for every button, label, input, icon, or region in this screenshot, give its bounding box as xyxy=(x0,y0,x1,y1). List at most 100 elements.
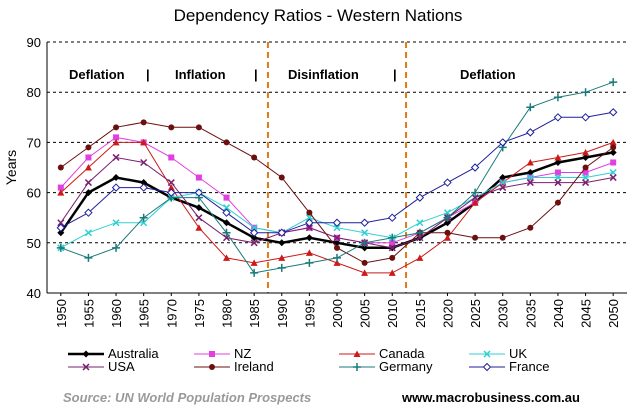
data-point xyxy=(139,183,148,192)
data-point xyxy=(526,179,534,187)
data-point xyxy=(112,174,120,182)
data-point xyxy=(332,218,342,227)
data-point xyxy=(582,153,590,161)
data-point xyxy=(84,189,92,197)
data-point xyxy=(85,154,92,161)
era-label: Deflation xyxy=(460,67,516,82)
data-point xyxy=(250,234,258,242)
x-tick-label: 2050 xyxy=(606,299,621,328)
data-point xyxy=(140,219,148,227)
x-tick-label: 2015 xyxy=(413,299,428,328)
legend-label: Germany xyxy=(379,359,433,374)
data-point xyxy=(582,179,590,187)
legend-label: France xyxy=(509,359,549,374)
data-point xyxy=(361,244,369,252)
x-tick-label: 1990 xyxy=(275,299,290,328)
data-point xyxy=(443,178,452,187)
data-point xyxy=(389,254,396,261)
data-point xyxy=(195,124,202,131)
legend: Australia NZ Canada UK USA Ireland Germany Fran… xyxy=(68,346,549,374)
data-point xyxy=(581,113,590,122)
data-point xyxy=(278,174,285,181)
data-point xyxy=(167,188,176,197)
era-separator: | xyxy=(254,67,258,82)
data-point xyxy=(499,234,506,241)
data-point xyxy=(609,174,617,182)
data-point xyxy=(250,268,259,277)
legend-item-canada: Canada xyxy=(339,346,425,361)
data-point xyxy=(471,199,479,206)
legend-label: USA xyxy=(108,359,135,374)
legend-label: Canada xyxy=(379,346,425,361)
data-point xyxy=(526,103,535,112)
data-point xyxy=(333,224,341,232)
data-point xyxy=(84,179,92,187)
data-point xyxy=(305,258,314,267)
data-point xyxy=(305,224,313,232)
data-point xyxy=(334,244,340,251)
data-point xyxy=(194,188,204,197)
data-point xyxy=(56,243,65,252)
data-point xyxy=(84,253,93,262)
data-point xyxy=(250,259,258,266)
x-tick-label: 2020 xyxy=(440,299,455,328)
data-point xyxy=(554,169,561,176)
data-point xyxy=(223,219,231,227)
data-point xyxy=(113,134,120,141)
series-ireland xyxy=(57,119,617,266)
legend-item-australia: Australia xyxy=(68,346,159,361)
data-point xyxy=(140,119,147,126)
data-point xyxy=(305,218,314,227)
data-point xyxy=(223,194,230,201)
x-tick-label: 1965 xyxy=(137,299,152,328)
data-point xyxy=(472,234,479,241)
data-point xyxy=(167,184,175,191)
x-tick-label: 1975 xyxy=(192,299,207,328)
data-point xyxy=(526,169,534,177)
legend-marker xyxy=(353,363,361,371)
source-note: Source: UN World Population Prospects xyxy=(63,390,311,405)
legend-marker xyxy=(82,363,90,371)
legend-label: Ireland xyxy=(234,359,274,374)
data-point xyxy=(278,254,286,261)
data-point xyxy=(361,259,368,266)
legend-label: NZ xyxy=(234,346,251,361)
x-tick-label: 1980 xyxy=(220,299,235,328)
data-point xyxy=(333,259,341,266)
x-tick-label: 1955 xyxy=(81,299,96,328)
data-point xyxy=(554,199,561,206)
data-point xyxy=(57,164,64,171)
data-point xyxy=(222,228,231,237)
data-point xyxy=(57,189,65,196)
legend-item-germany: Germany xyxy=(339,359,433,374)
legend-marker xyxy=(209,364,215,370)
data-point xyxy=(470,163,480,172)
data-point xyxy=(167,179,175,187)
data-point xyxy=(223,254,231,261)
x-tick-label: 2040 xyxy=(551,299,566,328)
data-point xyxy=(56,223,66,232)
y-tick-label: 90 xyxy=(27,35,41,50)
data-point xyxy=(608,108,618,117)
data-point xyxy=(388,233,397,242)
data-point xyxy=(471,194,479,202)
data-point xyxy=(582,148,590,156)
data-point xyxy=(526,158,534,166)
x-tick-label: 2030 xyxy=(496,299,511,328)
data-point xyxy=(389,239,396,246)
y-tick-label: 40 xyxy=(27,286,41,301)
legend-marker xyxy=(482,362,492,372)
data-point xyxy=(610,144,617,151)
data-point xyxy=(139,213,148,222)
data-point xyxy=(305,249,313,256)
legend-item-uk: UK xyxy=(469,346,527,361)
data-point xyxy=(388,244,396,252)
x-tick-label: 2000 xyxy=(330,299,345,328)
era-separator: | xyxy=(146,67,150,82)
data-point xyxy=(415,228,424,237)
data-point xyxy=(361,229,369,237)
data-point xyxy=(113,124,120,131)
data-point xyxy=(416,219,424,227)
data-point xyxy=(57,219,65,227)
